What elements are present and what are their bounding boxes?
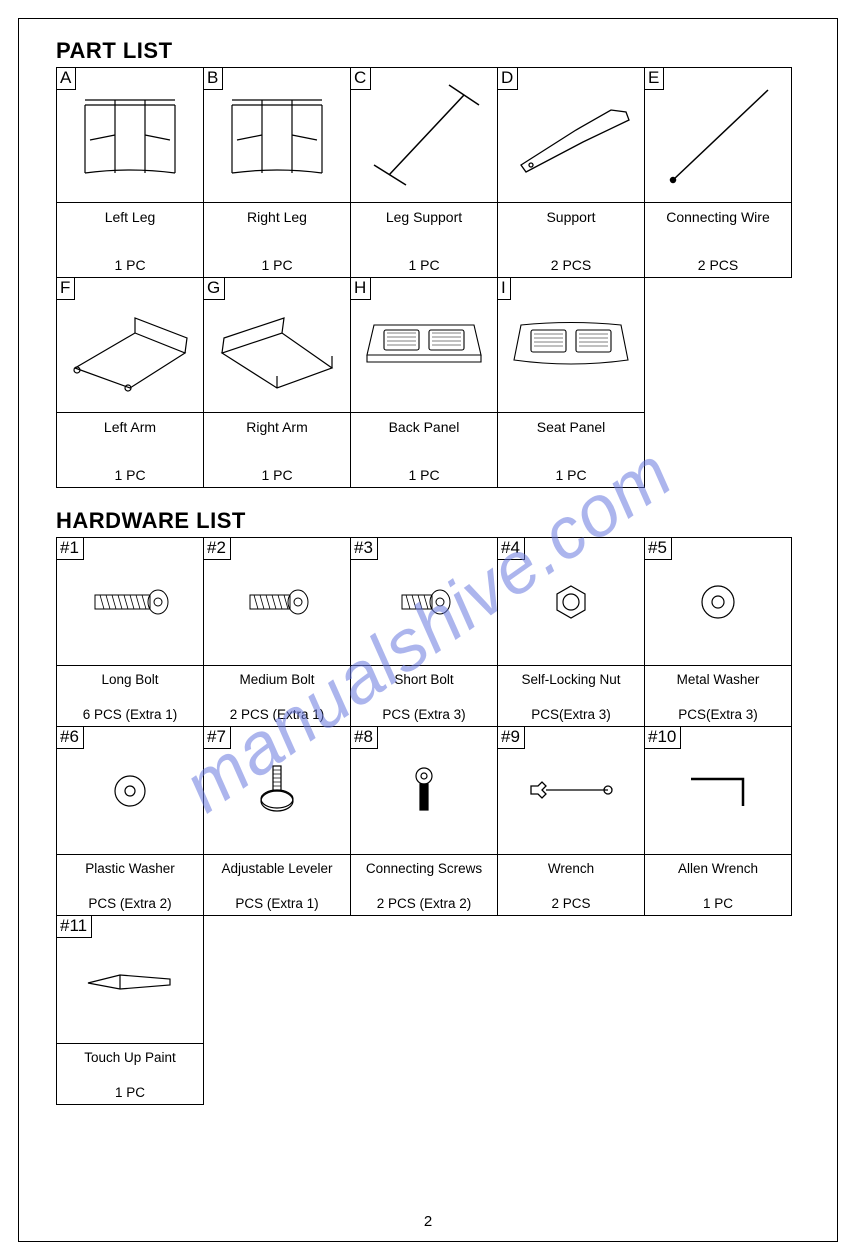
part-qty: 1 PC bbox=[59, 257, 201, 277]
part-id: G bbox=[204, 278, 225, 300]
part-cell-B: B Right Leg 1 PC bbox=[203, 67, 351, 278]
part-qty: 1 PC bbox=[206, 467, 348, 487]
left-arm-icon bbox=[57, 278, 203, 412]
hw-cell-9: #9 Wrench 2 PCS bbox=[497, 726, 645, 916]
part-name: Support bbox=[500, 209, 642, 225]
part-qty: 1 PC bbox=[353, 257, 495, 277]
hw-qty: 2 PCS bbox=[500, 896, 642, 915]
hw-qty: 2 PCS (Extra 1) bbox=[206, 707, 348, 726]
hw-id: #11 bbox=[57, 916, 92, 938]
hw-qty: PCS(Extra 3) bbox=[500, 707, 642, 726]
part-cell-F: F Left Arm 1 PC bbox=[56, 277, 204, 488]
hw-qty: 1 PC bbox=[647, 896, 789, 915]
hw-id: #4 bbox=[498, 538, 525, 560]
part-cell-H: H Back Panel 1 PC bbox=[350, 277, 498, 488]
hw-name: Wrench bbox=[500, 861, 642, 876]
part-cell-E: E Connecting Wire 2 PCS bbox=[644, 67, 792, 278]
hw-id: #7 bbox=[204, 727, 231, 749]
part-cell-D: D Support 2 PCS bbox=[497, 67, 645, 278]
hw-qty: 6 PCS (Extra 1) bbox=[59, 707, 201, 726]
hw-id: #5 bbox=[645, 538, 672, 560]
part-name: Right Arm bbox=[206, 419, 348, 435]
part-name: Leg Support bbox=[353, 209, 495, 225]
hw-cell-10: #10 Allen Wrench 1 PC bbox=[644, 726, 792, 916]
connecting-wire-icon bbox=[645, 68, 791, 202]
part-list-grid: A Left Leg 1 PC B bbox=[56, 68, 800, 488]
hw-cell-1: #1 M6x25mm Long Bolt 6 PCS (Extra 1) bbox=[56, 537, 204, 727]
part-id: D bbox=[498, 68, 518, 90]
part-qty: 1 PC bbox=[59, 467, 201, 487]
right-arm-icon bbox=[204, 278, 350, 412]
hw-name: Medium Bolt bbox=[206, 672, 348, 687]
hw-name: Long Bolt bbox=[59, 672, 201, 687]
leg-support-icon bbox=[351, 68, 497, 202]
hw-cell-3: #3 M6x16mm Short Bolt PCS (Extra 3) bbox=[350, 537, 498, 727]
part-qty: 1 PC bbox=[353, 467, 495, 487]
hw-name: Touch Up Paint bbox=[59, 1050, 201, 1065]
hw-name: Metal Washer bbox=[647, 672, 789, 687]
support-icon bbox=[498, 68, 644, 202]
part-qty: 2 PCS bbox=[500, 257, 642, 277]
hw-cell-4: #4 Self-Locking Nut PCS(Extra 3) bbox=[497, 537, 645, 727]
part-id: B bbox=[204, 68, 223, 90]
hw-qty: PCS (Extra 2) bbox=[59, 896, 201, 915]
back-panel-icon bbox=[351, 278, 497, 412]
hw-qty: PCS (Extra 3) bbox=[353, 707, 495, 726]
part-qty: 1 PC bbox=[500, 467, 642, 487]
hw-name: Self-Locking Nut bbox=[500, 672, 642, 687]
hw-name: Connecting Screws bbox=[353, 861, 495, 876]
hw-qty: PCS(Extra 3) bbox=[647, 707, 789, 726]
hw-qty: 1 PC bbox=[59, 1085, 201, 1104]
hardware-list-grid: #1 M6x25mm Long Bolt 6 PCS (Extra 1) bbox=[56, 538, 800, 1105]
hw-id: #6 bbox=[57, 727, 84, 749]
page-content: PART LIST A Left Leg 1 PC bbox=[56, 38, 800, 1125]
hw-name: Allen Wrench bbox=[647, 861, 789, 876]
part-id: I bbox=[498, 278, 511, 300]
hardware-list-title: HARDWARE LIST bbox=[56, 508, 800, 534]
part-cell-G: G Right Arm 1 PC bbox=[203, 277, 351, 488]
part-id: E bbox=[645, 68, 664, 90]
hw-cell-5: #5 Metal Washer PCS(Extra 3) bbox=[644, 537, 792, 727]
hw-cell-7: #7 Adjustable Leveler PCS (Extra 1) bbox=[203, 726, 351, 916]
part-name: Right Leg bbox=[206, 209, 348, 225]
hw-name: Short Bolt bbox=[353, 672, 495, 687]
hw-id: #10 bbox=[645, 727, 681, 749]
hw-cell-8: #8 Connecting Screws 2 PCS (Extra 2) bbox=[350, 726, 498, 916]
part-name: Left Arm bbox=[59, 419, 201, 435]
part-id: C bbox=[351, 68, 371, 90]
right-leg-icon bbox=[204, 68, 350, 202]
hw-id: #1 bbox=[57, 538, 84, 560]
part-id: A bbox=[57, 68, 76, 90]
hw-name: Adjustable Leveler bbox=[206, 861, 348, 876]
hw-id: #9 bbox=[498, 727, 525, 749]
part-id: H bbox=[351, 278, 371, 300]
page-number: 2 bbox=[0, 1213, 856, 1230]
hw-cell-11: #11 Touch Up Paint 1 PC bbox=[56, 915, 204, 1105]
part-name: Left Leg bbox=[59, 209, 201, 225]
hw-qty: PCS (Extra 1) bbox=[206, 896, 348, 915]
part-qty: 1 PC bbox=[206, 257, 348, 277]
hw-name: Plastic Washer bbox=[59, 861, 201, 876]
part-name: Back Panel bbox=[353, 419, 495, 435]
hw-id: #2 bbox=[204, 538, 231, 560]
hw-cell-2: #2 M6x20mm Medium Bolt 2 PCS (Extra 1) bbox=[203, 537, 351, 727]
part-list-title: PART LIST bbox=[56, 38, 800, 64]
part-cell-I: I Seat Panel 1 PC bbox=[497, 277, 645, 488]
part-name: Seat Panel bbox=[500, 419, 642, 435]
part-qty: 2 PCS bbox=[647, 257, 789, 277]
part-id: F bbox=[57, 278, 75, 300]
left-leg-icon bbox=[57, 68, 203, 202]
hw-qty: 2 PCS (Extra 2) bbox=[353, 896, 495, 915]
hw-cell-6: #6 Plastic Washer PCS (Extra 2) bbox=[56, 726, 204, 916]
part-cell-A: A Left Leg 1 PC bbox=[56, 67, 204, 278]
part-cell-C: C Leg Support 1 PC bbox=[350, 67, 498, 278]
hw-id: #3 bbox=[351, 538, 378, 560]
seat-panel-icon bbox=[498, 278, 644, 412]
part-name: Connecting Wire bbox=[647, 209, 789, 225]
hw-id: #8 bbox=[351, 727, 378, 749]
